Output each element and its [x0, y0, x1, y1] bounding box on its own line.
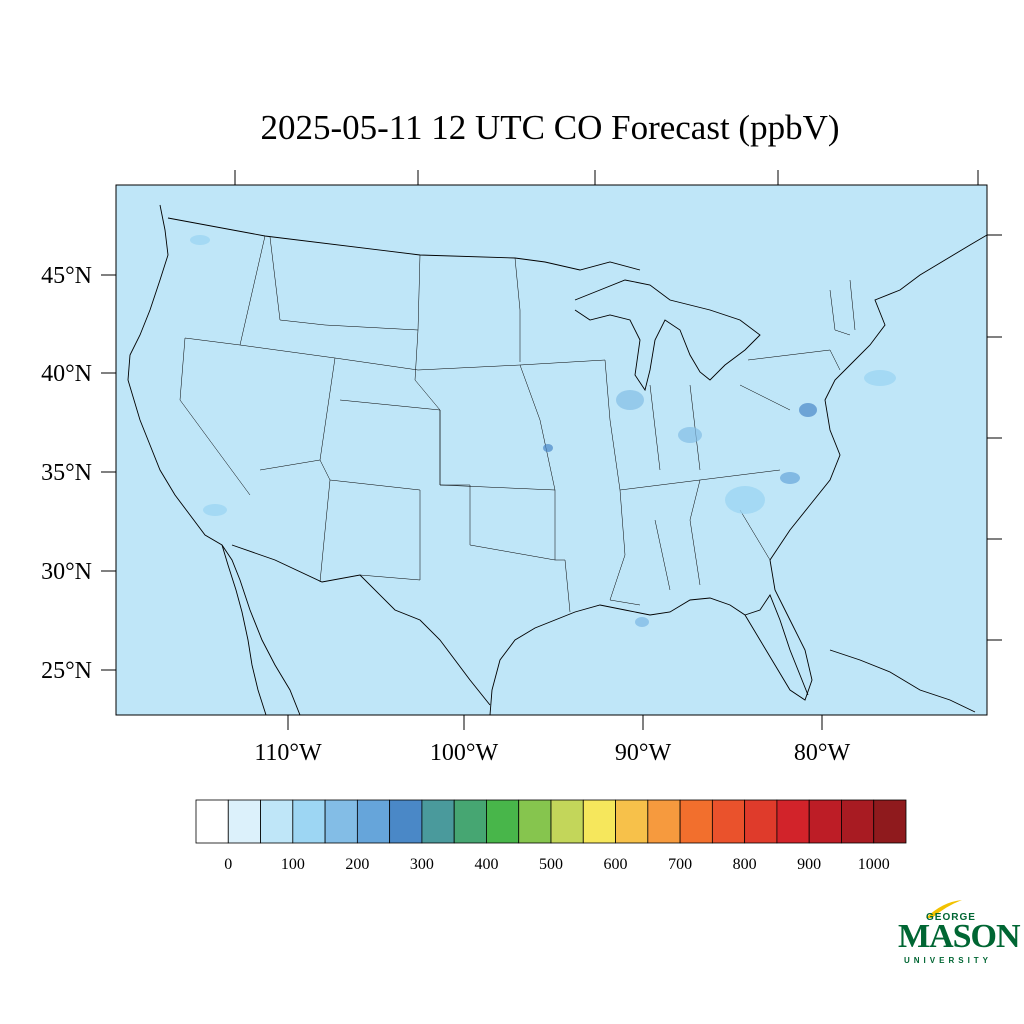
colorbar-swatch — [389, 799, 423, 844]
colorbar-swatch — [518, 799, 552, 844]
colorbar-swatch — [776, 799, 810, 844]
atlantic-coastline — [769, 234, 987, 561]
lat-label-30: 30°N — [41, 559, 92, 585]
gulf-coastline — [489, 559, 813, 715]
colorbar-swatch — [292, 799, 326, 844]
colorbar-swatch — [873, 799, 907, 844]
colorbar-tick-label: 400 — [474, 856, 498, 873]
colorbar-tick-label: 600 — [604, 856, 628, 873]
map-panel: 45°N 40°N 35°N 30°N 25°N 110°W 100°W 90°… — [41, 170, 1002, 766]
colorbar-swatch — [582, 799, 616, 844]
colorbar-tick-label: 300 — [410, 856, 434, 873]
colorbar-swatch — [453, 799, 487, 844]
colorbar-swatch — [615, 799, 649, 844]
logo-swoosh-icon — [926, 900, 962, 918]
logo-university: UNIVERSITY — [904, 956, 993, 965]
colorbar-tick-label: 100 — [281, 856, 305, 873]
map-title: 2025-05-11 12 UTC CO Forecast (ppbV) — [260, 108, 840, 147]
mexico-border — [231, 544, 491, 706]
baja-coastline — [221, 544, 267, 715]
latitude-labels: 45°N 40°N 35°N 30°N 25°N — [41, 263, 92, 684]
logo-george: GEORGE — [926, 912, 976, 923]
colorbar-swatch — [550, 799, 584, 844]
co-concentration-patches — [190, 235, 896, 627]
colorbar-tick-label: 700 — [668, 856, 692, 873]
state-borders — [179, 235, 856, 613]
colorbar-swatch — [421, 799, 455, 844]
colorbar-swatch — [744, 799, 778, 844]
lon-label-110: 110°W — [254, 740, 322, 766]
colorbar-swatch — [227, 799, 261, 844]
colorbar-swatch — [486, 799, 520, 844]
colorbar-tick-label: 900 — [797, 856, 821, 873]
colorbar-swatch — [841, 799, 875, 844]
lon-label-90: 90°W — [615, 740, 672, 766]
colorbar-swatch — [356, 799, 391, 844]
colorbar — [195, 799, 907, 844]
colorbar-swatch — [679, 799, 713, 844]
colorbar-swatch — [647, 799, 681, 844]
axis-ticks — [101, 170, 1002, 730]
colorbar-tick-label: 500 — [539, 856, 563, 873]
colorbar-tick-label: 1000 — [858, 856, 890, 873]
colorbar-swatch — [195, 799, 229, 844]
colorbar-swatch — [324, 799, 358, 844]
longitude-labels: 110°W 100°W 90°W 80°W — [254, 740, 850, 766]
pacific-coastline — [127, 204, 301, 715]
lon-label-100: 100°W — [430, 740, 499, 766]
logo-mason: MASON — [898, 918, 1021, 955]
lon-label-80: 80°W — [794, 740, 851, 766]
lat-label-40: 40°N — [41, 361, 92, 387]
colorbar-swatch — [260, 799, 294, 844]
lat-label-25: 25°N — [41, 658, 92, 684]
colorbar-tick-label: 200 — [345, 856, 369, 873]
florida-peninsula — [744, 594, 809, 696]
canada-border — [167, 217, 641, 271]
coastlines-and-borders — [127, 204, 987, 715]
caribbean-islands — [829, 649, 976, 713]
colorbar-swatch — [808, 799, 842, 844]
colorbar-tick-label: 800 — [733, 856, 757, 873]
lat-label-35: 35°N — [41, 460, 92, 486]
colorbar-labels: 0 100 200 300 400 500 600 700 800 900 1000 — [224, 856, 889, 873]
gmu-logo: GEORGE MASON UNIVERSITY — [896, 898, 1021, 970]
map-border — [115, 184, 988, 716]
colorbar-swatch — [711, 799, 746, 844]
lat-label-45: 45°N — [41, 263, 92, 289]
colorbar-tick-label: 0 — [224, 856, 232, 873]
great-lakes — [574, 279, 761, 392]
